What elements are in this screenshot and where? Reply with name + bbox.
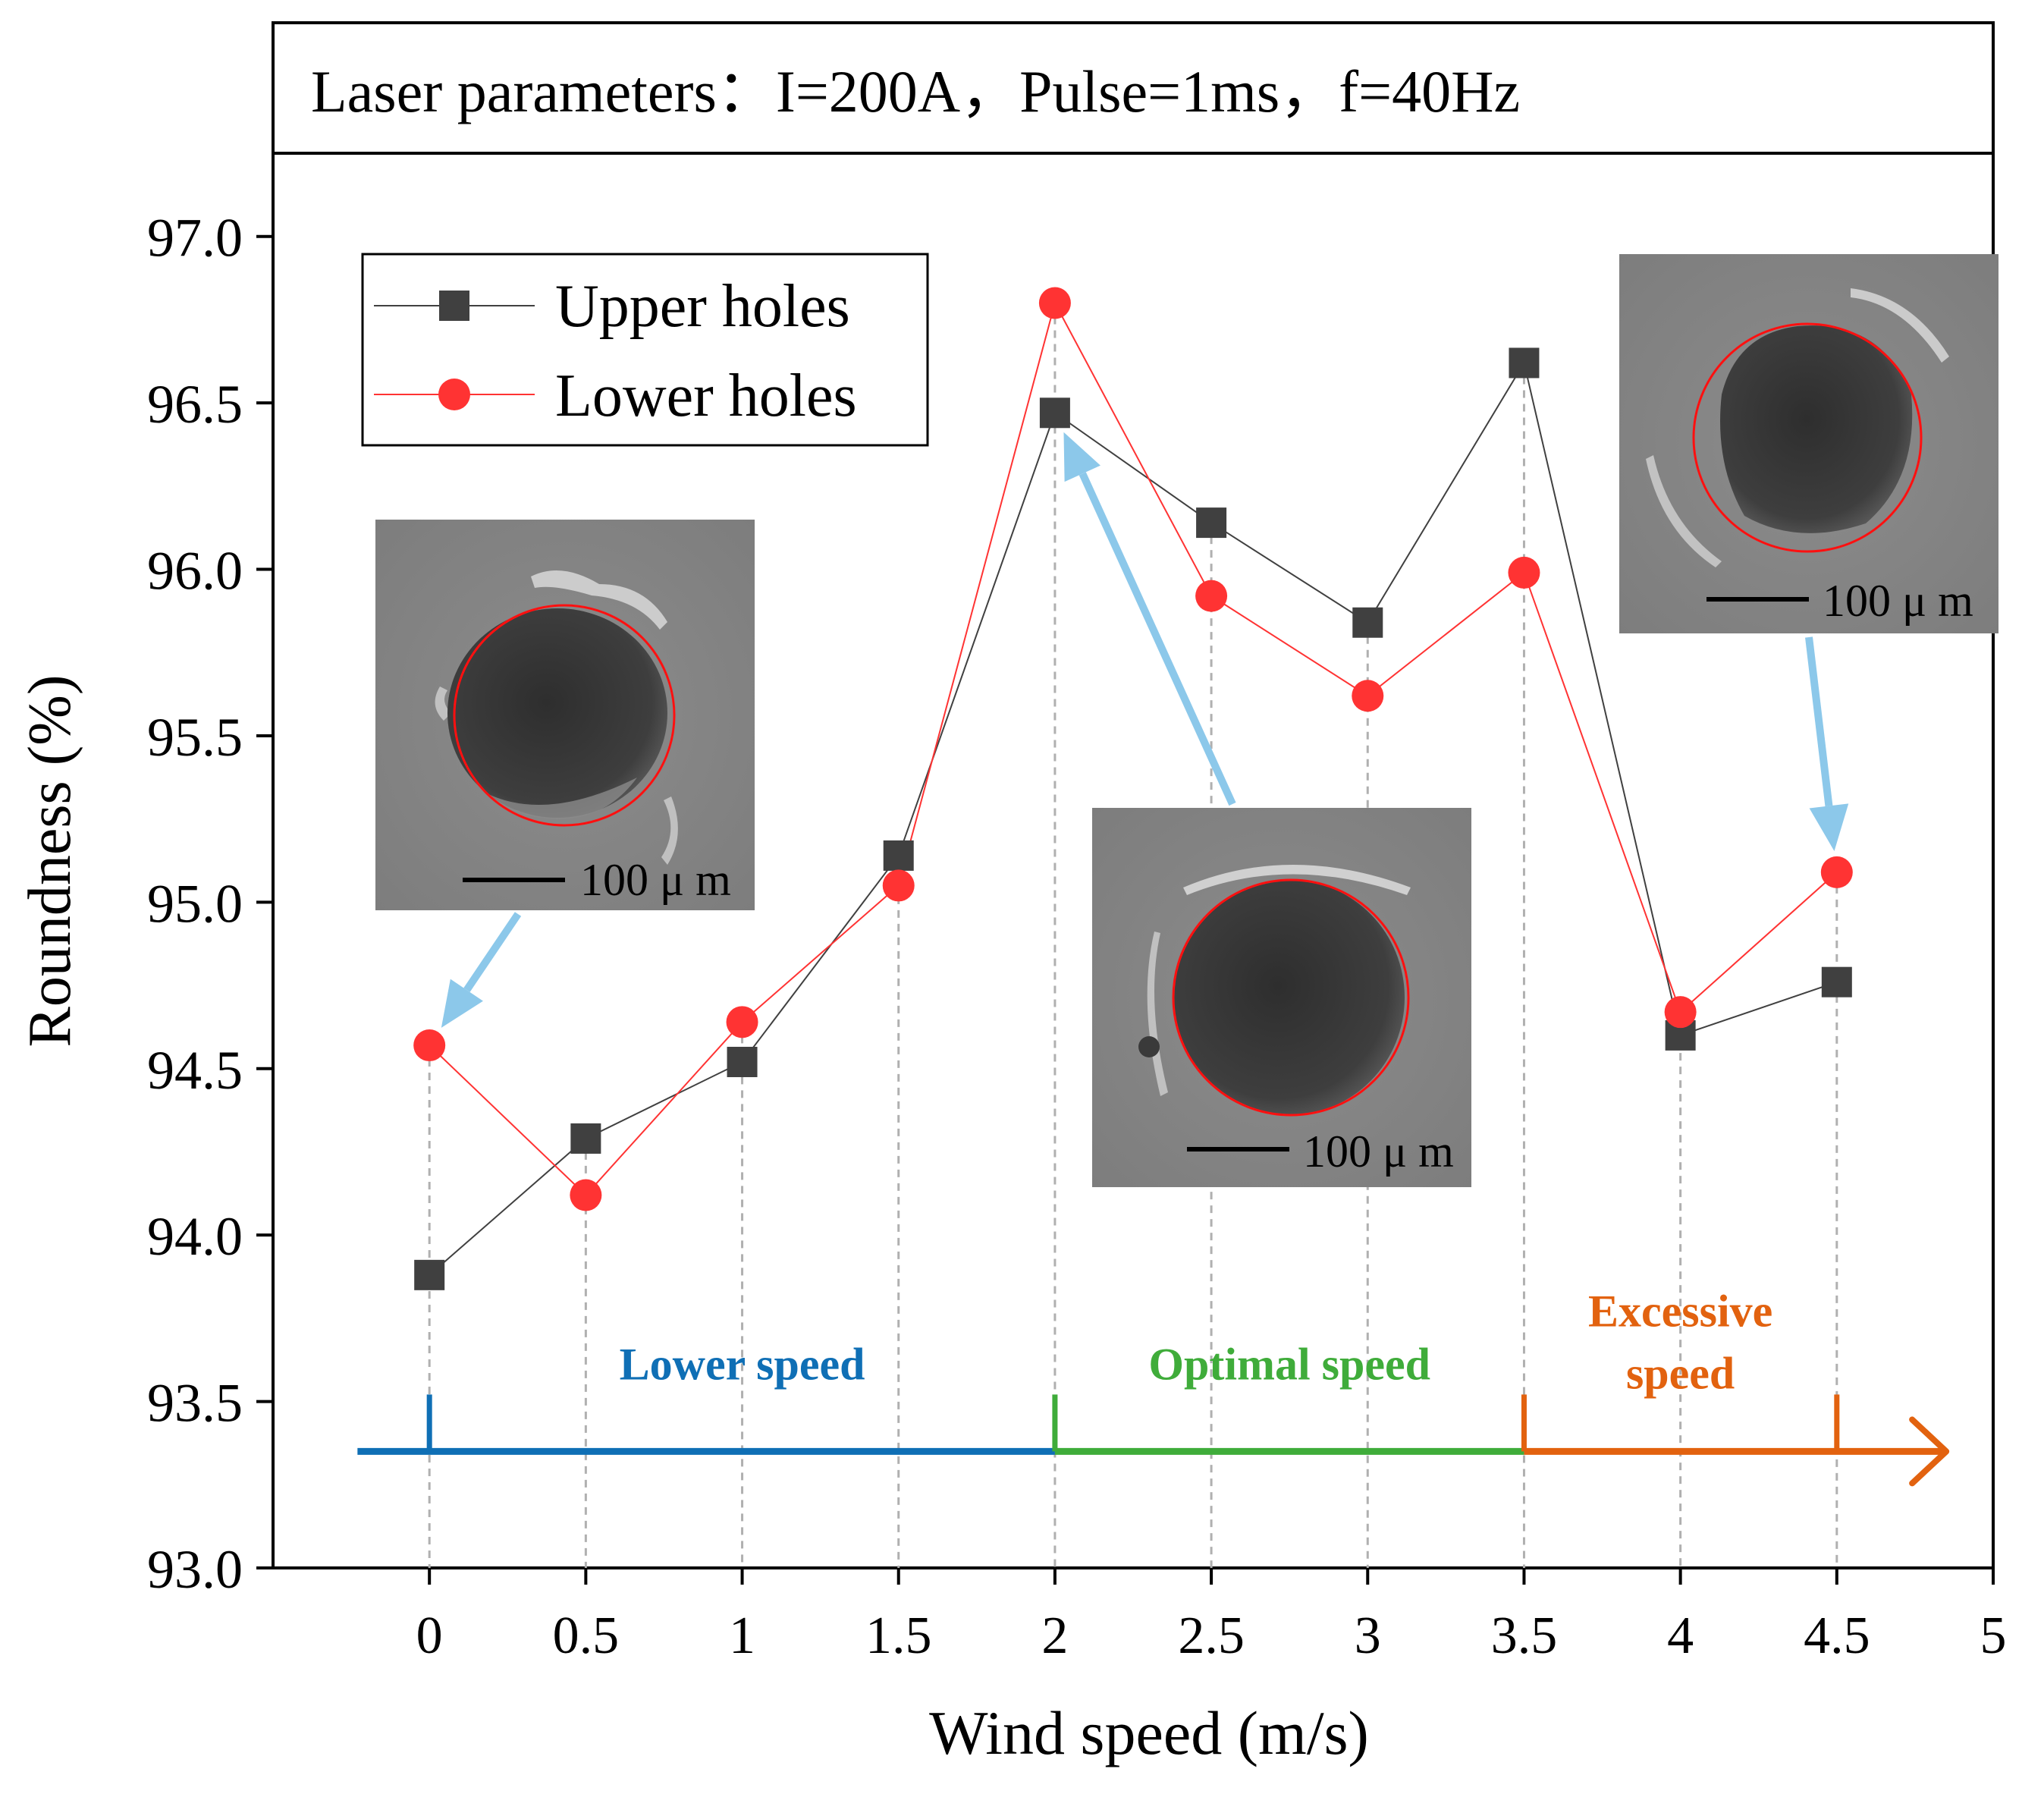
pointer-arrow-shaft	[463, 912, 522, 992]
y-axis-label: Roundness (%)	[17, 674, 83, 1047]
region-label: Excessive speed	[1588, 1286, 1772, 1398]
y-tick-label: 96.5	[147, 374, 243, 435]
upper-holes-point	[727, 1046, 758, 1077]
lower-holes-line	[429, 300, 1838, 1196]
x-axis-label: Wind speed (m/s)	[929, 1698, 1369, 1767]
pointer-arrow-head	[1809, 803, 1849, 852]
inset-3-scale-label: 100 μ m	[1823, 576, 1973, 626]
pointer-arrow-head	[1063, 432, 1100, 482]
x-tick-label: 4	[1667, 1607, 1694, 1665]
lower-holes-point	[1664, 996, 1697, 1029]
x-tick-label: 1	[729, 1607, 755, 1665]
legend-label-upper: Upper holes	[555, 273, 850, 340]
y-tick-label: 93.0	[147, 1539, 243, 1600]
region-label: Optimal speed	[1148, 1339, 1430, 1389]
upper-holes-point	[1509, 347, 1540, 379]
upper-holes-line	[429, 360, 1838, 1276]
x-tick-label: 1.5	[865, 1607, 932, 1665]
legend-marker-lower	[438, 379, 470, 410]
region-label-line: Excessive	[1588, 1286, 1772, 1336]
lower-holes-point	[1352, 680, 1384, 712]
y-tick-label: 93.5	[147, 1373, 243, 1434]
x-tick-label: 0	[416, 1607, 443, 1665]
pointer-arrow-shaft	[1079, 472, 1236, 806]
legend-box	[361, 253, 929, 447]
inset-1-scale-label: 100 μ m	[580, 855, 731, 905]
upper-holes-point	[414, 1259, 445, 1290]
lower-holes-point	[1508, 556, 1540, 589]
legend-label-lower: Lower holes	[555, 363, 857, 429]
region-label: Lower speed	[620, 1339, 865, 1389]
inset-image-3: 100 μ m	[1619, 254, 1998, 633]
y-tick-label: 95.0	[147, 873, 243, 934]
region-label-line: speed	[1626, 1348, 1735, 1398]
x-tick-label: 3.5	[1491, 1607, 1558, 1665]
x-tick-label: 2.5	[1178, 1607, 1245, 1665]
inset-2-scale-label: 100 μ m	[1303, 1126, 1454, 1177]
upper-holes-point	[570, 1123, 601, 1154]
header-text: Laser parameters：I=200A，Pulse=1ms，f=40Hz	[311, 58, 1520, 124]
speed-regions: Lower speed Optimal speed Excessive speed	[357, 1286, 1950, 1487]
lower-holes-point	[570, 1179, 602, 1211]
legend-marker-upper	[439, 291, 469, 321]
lower-holes-point	[1820, 856, 1853, 888]
y-tick-label: 94.0	[147, 1206, 243, 1267]
upper-holes-point	[1196, 507, 1227, 539]
x-tick-label: 2	[1041, 1607, 1068, 1665]
upper-holes-point	[1821, 966, 1852, 998]
lower-holes-point	[882, 869, 915, 902]
data-series	[413, 287, 1853, 1290]
upper-holes-point	[1352, 607, 1383, 638]
pointer-arrow-head	[441, 979, 483, 1028]
y-tick-label: 96.0	[147, 541, 243, 602]
x-tick-label: 4.5	[1804, 1607, 1870, 1665]
y-axis: 93.0 93.5 94.0 94.5 95.0 95.5 96.0 96.5 97.0	[147, 208, 273, 1600]
plot-frame	[272, 152, 1995, 1569]
x-tick-label: 5	[1980, 1607, 2007, 1665]
lower-holes-point	[726, 1006, 758, 1038]
y-tick-label: 95.5	[147, 707, 243, 768]
upper-holes-point	[1039, 397, 1070, 429]
lower-holes-point	[1038, 287, 1071, 319]
lower-holes-point	[1195, 580, 1228, 612]
lower-holes-point	[413, 1029, 446, 1062]
x-tick-label: 0.5	[553, 1607, 620, 1665]
y-tick-label: 97.0	[147, 208, 243, 269]
region-arrowhead	[1909, 1416, 1950, 1487]
y-tick-label: 94.5	[147, 1040, 243, 1101]
pointer-arrow-shaft	[1805, 636, 1833, 807]
upper-holes-point	[883, 840, 914, 871]
inset-image-1: 100 μ m	[375, 520, 755, 910]
legend: Upper holes Lower holes	[361, 253, 929, 447]
x-axis: 0 0.5 1 1.5 2 2.5 3 3.5 4 4.5 5	[416, 1568, 2007, 1665]
inset-pointer-arrows	[441, 432, 1849, 1028]
inset-image-2: 100 μ m	[1092, 808, 1471, 1187]
x-tick-label: 3	[1355, 1607, 1381, 1665]
